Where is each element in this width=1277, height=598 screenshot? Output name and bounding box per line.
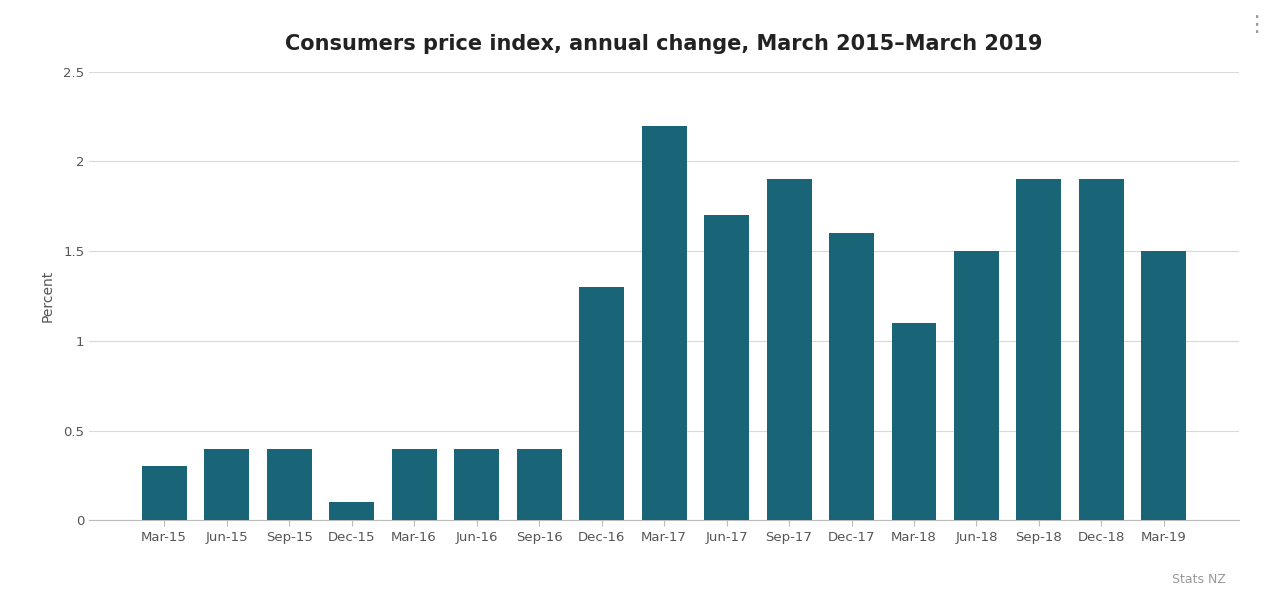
Bar xyxy=(267,448,312,520)
Bar xyxy=(578,287,624,520)
Y-axis label: Percent: Percent xyxy=(41,270,55,322)
Bar xyxy=(766,179,811,520)
Bar xyxy=(1016,179,1061,520)
Bar xyxy=(954,251,999,520)
Bar xyxy=(891,323,936,520)
Bar xyxy=(204,448,249,520)
Text: Stats NZ: Stats NZ xyxy=(1172,573,1226,586)
Bar xyxy=(329,502,374,520)
Bar xyxy=(455,448,499,520)
Bar xyxy=(641,126,687,520)
Bar xyxy=(1079,179,1124,520)
Bar xyxy=(517,448,562,520)
Bar xyxy=(1142,251,1186,520)
Text: ⋮: ⋮ xyxy=(1245,15,1267,35)
Bar xyxy=(829,233,873,520)
Bar xyxy=(704,215,750,520)
Bar xyxy=(142,466,186,520)
Bar xyxy=(392,448,437,520)
Title: Consumers price index, annual change, March 2015–March 2019: Consumers price index, annual change, Ma… xyxy=(285,33,1043,54)
